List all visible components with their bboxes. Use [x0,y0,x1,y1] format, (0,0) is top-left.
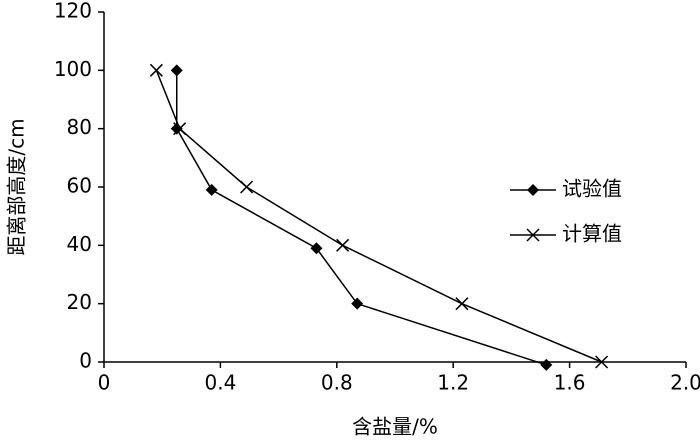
y-tick-label: 0 [79,349,92,373]
x-tick-label: 0 [98,371,111,395]
x-tick-label: 1.6 [554,371,586,395]
x-tick-label: 0.8 [321,371,353,395]
y-tick-label: 20 [67,290,92,314]
marker [455,297,469,311]
marker [540,358,553,371]
marker [170,64,183,77]
marker [310,242,323,255]
series-line [176,70,547,366]
series-line [155,70,602,363]
y-tick-label: 80 [67,115,92,139]
x-tick-label: 1.2 [437,371,469,395]
y-tick-label: 40 [67,232,92,256]
y-tick-label: 100 [54,57,92,81]
legend-label: 试验值 [562,177,622,201]
marker [336,238,350,252]
x-tick-label: 2.0 [670,371,700,395]
marker [595,355,609,369]
marker [205,183,218,196]
legend-marker [527,184,539,196]
marker [173,122,187,136]
legend-label: 计算值 [562,222,622,246]
y-tick-label: 60 [67,174,92,198]
marker [351,297,364,310]
y-tick-label: 120 [54,0,92,23]
x-tick-label: 0.4 [204,371,236,395]
marker [240,180,254,194]
marker [149,63,163,77]
y-axis-title: 距离部高度/cm [5,118,29,255]
x-axis-title: 含盐量/% [352,415,438,439]
legend-marker [526,228,540,242]
marker [170,122,183,135]
